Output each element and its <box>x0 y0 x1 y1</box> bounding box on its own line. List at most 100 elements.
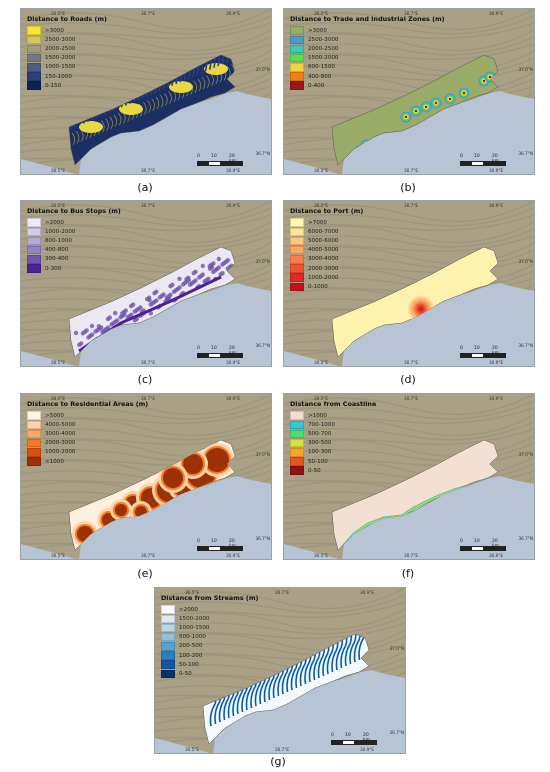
legend-label: 500-700 <box>308 430 332 437</box>
sea-area-west <box>21 351 76 366</box>
legend-item: 3000-4000 <box>290 255 363 264</box>
lat-label-top: 37.0°N <box>255 67 270 72</box>
legend-item: 2000-3000 <box>27 438 148 448</box>
legend-item: 4000-5000 <box>27 420 148 430</box>
map-legend: Distance from Streams (m) >2000 1500-2000 1… <box>161 594 258 679</box>
lon-label-mid-bottom: 30.7°E <box>404 553 419 558</box>
legend-swatch <box>290 457 304 466</box>
legend-swatch <box>27 53 41 63</box>
lon-label-mid-bottom: 30.7°E <box>275 747 290 752</box>
map-canvas <box>284 9 534 174</box>
legend-label: >2000 <box>179 606 198 613</box>
legend-swatch <box>27 448 41 457</box>
sea-area <box>342 476 534 559</box>
map-canvas <box>21 201 271 366</box>
legend-label: 300-400 <box>45 256 69 263</box>
legend-swatch <box>161 669 175 679</box>
map-canvas <box>21 9 271 174</box>
scale-bar-graphic <box>460 353 506 358</box>
legend-item: 4000-5000 <box>290 245 363 255</box>
legend-swatch <box>27 429 41 439</box>
lon-label-right: 30.9°E <box>489 203 504 208</box>
legend-item: 0-50 <box>290 466 376 475</box>
sea-area <box>342 283 534 366</box>
scale-label: 0 <box>460 539 463 544</box>
map-canvas <box>284 201 534 366</box>
legend-swatch <box>290 282 304 292</box>
legend-label: 100-300 <box>308 449 332 456</box>
legend-item: >2000 <box>161 605 258 614</box>
lon-label-mid: 30.7°E <box>404 203 419 208</box>
legend-swatch <box>27 264 41 273</box>
legend-swatch <box>27 44 41 54</box>
legend-label: 2000-2500 <box>45 45 76 52</box>
legend-swatch <box>290 245 304 255</box>
caption-f: (f) <box>401 567 415 580</box>
legend-item: >7000 <box>290 218 363 227</box>
lat-label-top: 37.0°N <box>518 452 533 457</box>
legend-label: 1000-1500 <box>45 64 76 71</box>
legend-swatch <box>290 63 304 72</box>
legend-swatch <box>27 438 41 448</box>
legend-label: 800-1000 <box>45 237 72 244</box>
sea-area-west <box>21 159 76 174</box>
lon-label-right-bottom: 30.9°E <box>226 360 241 365</box>
legend-label: 2500-3000 <box>45 36 76 43</box>
lon-label-right-bottom: 30.9°E <box>489 168 504 173</box>
lon-label-mid-bottom: 30.7°E <box>141 168 156 173</box>
scale-bar-graphic <box>331 740 377 745</box>
legend-swatch <box>290 411 304 420</box>
legend-label: >7000 <box>308 219 327 226</box>
legend-item: <1000 <box>27 457 148 466</box>
legend-swatch <box>290 72 304 81</box>
legend-swatch <box>27 245 41 255</box>
legend-item: >3000 <box>27 26 107 35</box>
scale-label: 0 <box>460 346 463 351</box>
lat-label-top: 37.0°N <box>518 67 533 72</box>
legend-item: 1000-1500 <box>161 623 258 633</box>
legend-swatch <box>161 623 175 633</box>
legend-swatch <box>161 632 175 642</box>
legend-label: 1000-2000 <box>45 449 76 456</box>
legend-swatch <box>290 448 304 457</box>
legend-item: 1000-2000 <box>27 227 121 237</box>
legend-swatch <box>161 605 175 614</box>
legend-label: 1000-2000 <box>308 274 339 281</box>
lon-label-right: 30.9°E <box>360 590 375 595</box>
legend-item: 500-700 <box>290 429 376 439</box>
legend-swatch <box>27 63 41 72</box>
map-panel-c: 30.5°E 30.7°E 30.9°E 30.5°E 30.7°E 30.9°E 37.0… <box>20 200 272 367</box>
legend-swatch <box>27 227 41 237</box>
map-canvas <box>284 394 534 559</box>
legend-swatch <box>290 255 304 264</box>
lat-label-bottom: 36.7°N <box>255 151 270 156</box>
legend-item: 2000-2500 <box>290 44 445 54</box>
legend-swatch <box>290 227 304 237</box>
map-canvas <box>155 588 405 753</box>
legend-item: 0-150 <box>27 81 107 90</box>
legend-swatch <box>27 411 41 420</box>
lon-label-left-bottom: 30.5°E <box>314 553 329 558</box>
lon-label-mid-bottom: 30.7°E <box>404 360 419 365</box>
legend-item: 1000-2000 <box>27 448 148 457</box>
legend-swatch <box>290 264 304 273</box>
legend-label: 2000-2500 <box>308 45 339 52</box>
lon-label-mid: 30.7°E <box>404 396 419 401</box>
lon-label-left: 30.5°E <box>51 11 66 16</box>
scale-label: 0 <box>197 539 200 544</box>
lon-label-right-bottom: 30.9°E <box>489 360 504 365</box>
lon-label-mid-bottom: 30.7°E <box>404 168 419 173</box>
legend-title: Distance from Streams (m) <box>161 594 259 602</box>
lat-label-bottom: 36.7°N <box>255 536 270 541</box>
sea-area <box>79 91 271 174</box>
legend-swatch <box>161 642 175 651</box>
legend-title: Distance to Trade and Industrial Zones (… <box>290 15 445 23</box>
legend-item: 2500-3000 <box>290 35 445 45</box>
legend-label: 2500-3000 <box>308 36 339 43</box>
legend-item: 800-1500 <box>290 63 445 72</box>
